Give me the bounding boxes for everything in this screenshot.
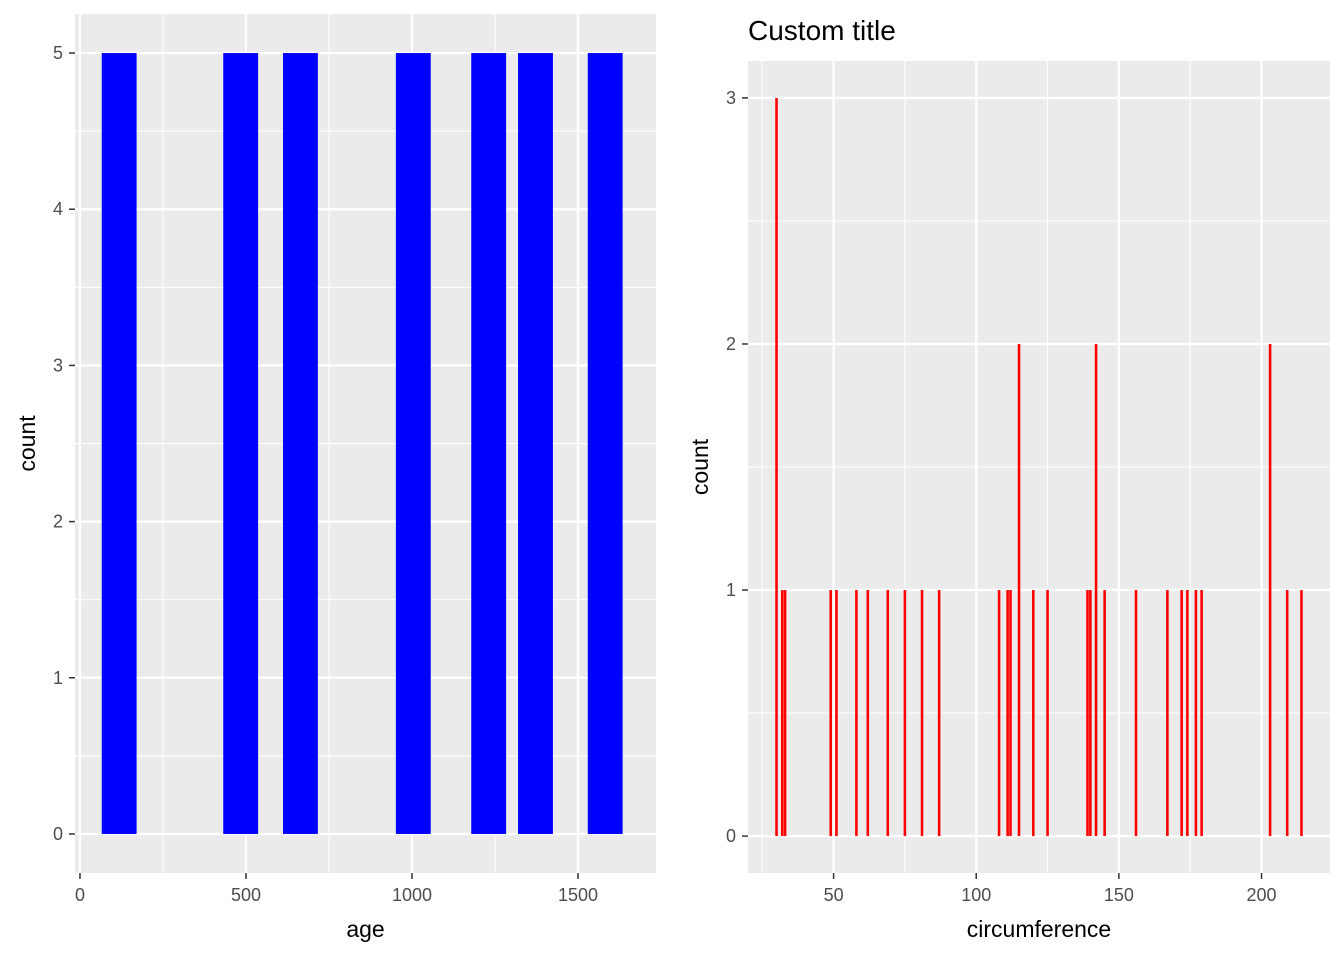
bar-6 xyxy=(587,53,623,834)
bar-18 xyxy=(1089,590,1092,837)
x-tick-label: 500 xyxy=(231,885,261,905)
bar-13 xyxy=(1009,590,1012,837)
bar-7 xyxy=(886,590,890,837)
age-y-ticks: 0 1 2 3 4 5 xyxy=(53,43,75,844)
bar-12 xyxy=(1006,590,1009,837)
age-x-ticks: 0 500 1000 1500 xyxy=(75,873,598,905)
y-tick-label: 4 xyxy=(53,199,63,219)
x-tick-label: 150 xyxy=(1104,885,1134,905)
bar-28 xyxy=(1285,590,1289,837)
y-tick-label: 2 xyxy=(53,512,63,532)
bar-8 xyxy=(903,590,907,837)
x-tick-label: 50 xyxy=(824,885,844,905)
bar-5 xyxy=(855,590,858,837)
bar-6 xyxy=(866,590,870,837)
y-tick-label: 1 xyxy=(53,668,63,688)
y-tick-label: 3 xyxy=(53,355,63,375)
y-tick-label: 0 xyxy=(53,824,63,844)
age-x-axis-title: age xyxy=(346,916,384,942)
circumference-histogram-panel: Custom title 50 100 150 200 0 1 2 3 circumfere… xyxy=(687,15,1330,942)
x-tick-label: 0 xyxy=(75,885,85,905)
bar-19 xyxy=(1094,343,1098,837)
bar-17 xyxy=(1086,590,1089,837)
age-histogram-panel: 0 500 1000 1500 0 1 2 3 4 5 age count xyxy=(14,14,656,942)
bar-2 xyxy=(282,53,318,834)
bar-1 xyxy=(223,53,259,834)
bar-0 xyxy=(775,97,778,837)
bar-4 xyxy=(471,53,507,834)
bar-21 xyxy=(1134,590,1138,837)
age-bars xyxy=(101,53,623,834)
circumference-y-axis-title: count xyxy=(687,438,713,495)
bar-20 xyxy=(1103,590,1106,837)
bar-14 xyxy=(1017,343,1021,837)
bar-2 xyxy=(783,590,787,837)
x-tick-label: 1500 xyxy=(558,885,598,905)
bar-22 xyxy=(1166,590,1169,837)
age-y-axis-title: count xyxy=(14,415,40,472)
y-tick-label: 2 xyxy=(726,334,736,354)
bar-27 xyxy=(1268,343,1272,837)
bar-24 xyxy=(1186,590,1189,837)
bar-11 xyxy=(997,590,1001,837)
bar-5 xyxy=(518,53,553,834)
y-tick-label: 1 xyxy=(726,580,736,600)
y-tick-label: 5 xyxy=(53,43,63,63)
bar-16 xyxy=(1046,590,1049,837)
x-tick-label: 200 xyxy=(1247,885,1277,905)
bar-3 xyxy=(395,53,431,834)
bar-10 xyxy=(937,590,941,837)
bar-1 xyxy=(780,590,784,837)
bar-4 xyxy=(835,590,838,837)
bar-0 xyxy=(101,53,137,834)
y-tick-label: 0 xyxy=(726,826,736,846)
circumference-y-ticks: 0 1 2 3 xyxy=(726,88,748,846)
bar-9 xyxy=(920,590,924,837)
bar-23 xyxy=(1180,590,1183,837)
bar-3 xyxy=(829,590,833,837)
bar-25 xyxy=(1194,590,1198,837)
bar-26 xyxy=(1200,590,1203,837)
bar-15 xyxy=(1032,590,1035,837)
y-tick-label: 3 xyxy=(726,88,736,108)
circumference-bars xyxy=(775,97,1303,837)
x-tick-label: 100 xyxy=(961,885,991,905)
bar-29 xyxy=(1300,590,1303,837)
circumference-x-ticks: 50 100 150 200 xyxy=(824,873,1277,905)
x-tick-label: 1000 xyxy=(392,885,432,905)
circumference-x-axis-title: circumference xyxy=(967,916,1111,942)
plot-title: Custom title xyxy=(748,15,896,46)
